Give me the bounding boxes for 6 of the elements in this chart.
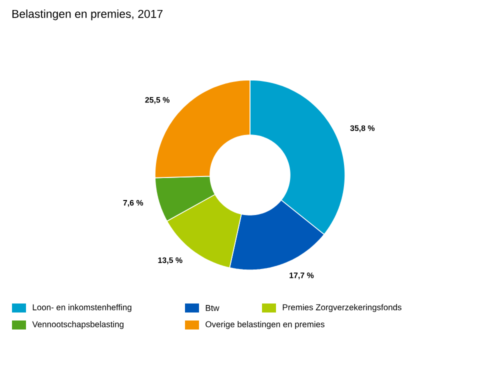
legend-label: Premies Zorgverzekeringsfonds — [282, 304, 402, 312]
legend-label: Vennootschapsbelasting — [32, 321, 124, 329]
legend-label: Btw — [206, 305, 220, 311]
chart-title: Belastingen en premies, 2017 — [12, 10, 163, 20]
legend-label: Overige belastingen en premies — [206, 321, 324, 329]
legend-label: Loon- en inkomstenheffing — [32, 304, 132, 312]
